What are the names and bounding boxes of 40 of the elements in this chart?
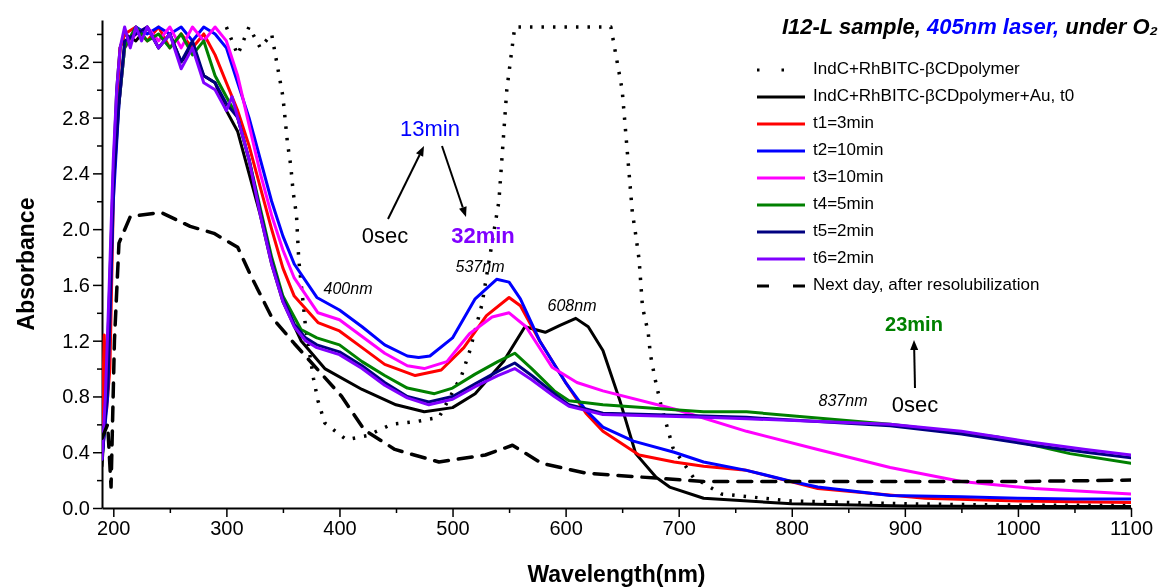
legend-label: t1=3min bbox=[813, 113, 874, 133]
y-tick-label: 2.0 bbox=[62, 218, 90, 241]
y-tick-label: 2.8 bbox=[62, 106, 90, 129]
legend-label: t4=5min bbox=[813, 194, 874, 214]
legend-label: IndC+RhBITC-βCDpolymer bbox=[813, 59, 1021, 79]
annotation: 837nm bbox=[818, 392, 868, 410]
annotation: 608nm bbox=[547, 297, 597, 315]
y-tick-label: 1.2 bbox=[62, 329, 90, 352]
x-axis-title: Wavelength(nm) bbox=[527, 561, 706, 587]
x-tick-label: 700 bbox=[662, 517, 696, 539]
y-tick-label: 0.4 bbox=[62, 441, 90, 464]
annotation: 0sec bbox=[361, 222, 409, 248]
annotation: 13min bbox=[400, 115, 460, 141]
x-tick-label: 1000 bbox=[996, 517, 1041, 539]
legend-label: t3=10min bbox=[813, 167, 884, 187]
x-tick-label: 1100 bbox=[1109, 517, 1154, 539]
y-tick-label: 3.2 bbox=[62, 50, 90, 73]
legend-label: t5=2min bbox=[813, 221, 874, 241]
annotation: 537nm bbox=[455, 258, 505, 276]
x-tick-label: 500 bbox=[436, 517, 470, 539]
x-tick-label: 600 bbox=[549, 517, 583, 539]
y-tick-label: 0.0 bbox=[62, 496, 90, 519]
legend-label: t6=2min bbox=[813, 248, 874, 268]
legend-label: Next day, after resolubilization bbox=[813, 275, 1040, 295]
y-tick-label: 2.4 bbox=[62, 162, 90, 185]
y-axis-title: Absorbance bbox=[13, 197, 39, 331]
annotation: 400nm bbox=[323, 280, 373, 298]
legend-label: IndC+RhBITC-βCDpolymer+Au, t0 bbox=[813, 86, 1075, 106]
annotation: 0sec bbox=[891, 391, 939, 417]
x-tick-label: 400 bbox=[323, 517, 357, 539]
y-tick-label: 0.8 bbox=[62, 385, 90, 408]
y-tick-label: 1.6 bbox=[62, 273, 90, 296]
x-tick-label: 200 bbox=[97, 517, 131, 539]
x-tick-label: 300 bbox=[210, 517, 244, 539]
x-tick-label: 800 bbox=[775, 517, 809, 539]
annotation: 23min bbox=[885, 313, 943, 336]
annotation: 32min bbox=[451, 222, 515, 248]
chart-title: I12-L sample, 405nm laser, under O₂ bbox=[781, 14, 1158, 39]
legend-label: t2=10min bbox=[813, 140, 884, 160]
x-tick-label: 900 bbox=[888, 517, 923, 539]
